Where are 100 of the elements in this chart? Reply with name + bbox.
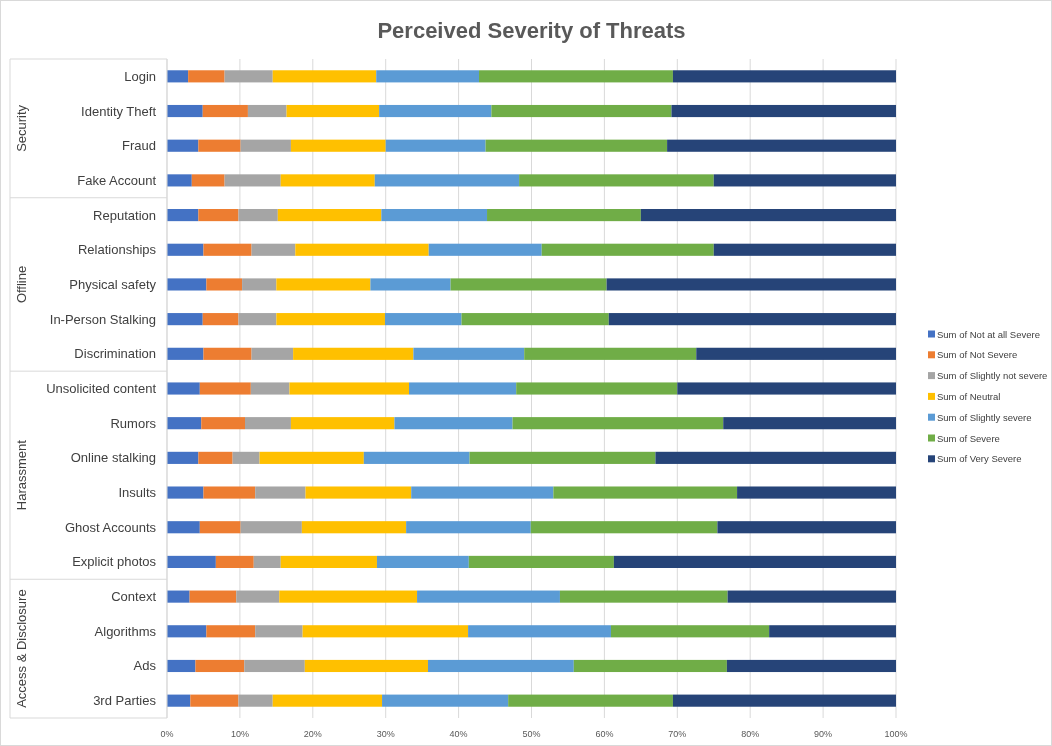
bar — [203, 243, 252, 256]
bar — [290, 139, 386, 152]
bar — [195, 659, 245, 673]
x-tick-label: 70% — [668, 729, 687, 739]
y-tick-label: Context — [111, 589, 157, 605]
y-tick-label: 3rd Parties — [93, 693, 157, 709]
bar — [427, 659, 574, 673]
bar — [411, 486, 554, 499]
bar — [199, 521, 241, 534]
bar — [428, 243, 542, 256]
bar — [272, 694, 383, 707]
x-tick-label: 40% — [449, 729, 468, 739]
x-tick-label: 100% — [884, 729, 908, 739]
bar — [190, 694, 239, 707]
bar — [167, 694, 191, 707]
x-tick-label: 30% — [376, 729, 395, 739]
bar — [238, 209, 278, 222]
bar — [468, 555, 614, 568]
bar — [245, 417, 291, 430]
bar — [247, 104, 287, 118]
bar — [487, 209, 641, 222]
bar — [726, 659, 896, 673]
bar — [203, 486, 256, 499]
x-tick-label: 10% — [230, 729, 249, 739]
bar — [606, 278, 896, 291]
bar — [203, 347, 252, 360]
y-tick-label: Physical safety — [69, 276, 157, 292]
bar — [167, 555, 216, 568]
bar — [713, 243, 896, 256]
bar — [413, 347, 525, 360]
bar — [191, 174, 225, 187]
bar — [677, 382, 896, 395]
bar — [613, 555, 896, 568]
bar — [374, 174, 520, 187]
bar — [530, 521, 718, 534]
bar — [671, 104, 896, 118]
legend-label: Sum of Slightly severe — [937, 411, 1032, 423]
bar — [253, 555, 281, 568]
bar — [295, 243, 429, 256]
bar — [376, 70, 480, 83]
bar — [238, 694, 273, 707]
bar — [238, 313, 277, 326]
legend-label: Sum of Not at all Severe — [937, 328, 1040, 340]
bar — [508, 694, 673, 707]
bar — [232, 451, 260, 464]
x-tick-label: 80% — [741, 729, 760, 739]
text: Harassment — [14, 439, 29, 511]
bar — [277, 209, 382, 222]
y-tick-label: Discrimination — [74, 346, 156, 362]
y-tick-label: Identity Theft — [81, 103, 157, 119]
bar — [370, 278, 451, 291]
bar — [251, 347, 294, 360]
legend-label: Sum of Not Severe — [937, 349, 1018, 361]
bar — [553, 486, 738, 499]
legend-label: Sum of Neutral — [937, 390, 1001, 402]
text: Security — [14, 104, 29, 152]
bar — [198, 451, 233, 464]
bar — [167, 521, 200, 534]
bar — [276, 278, 371, 291]
bar — [479, 70, 673, 83]
y-tick-label: Ghost Accounts — [64, 519, 157, 535]
bar — [167, 347, 204, 360]
legend-label: Sum of Slightly not severe — [937, 370, 1048, 382]
y-tick-label: Relationships — [77, 242, 157, 258]
bar — [406, 521, 531, 534]
bar — [286, 104, 380, 118]
bar — [255, 625, 303, 638]
bar — [199, 382, 251, 395]
bar — [167, 174, 192, 187]
x-tick-label: 60% — [595, 729, 614, 739]
bar — [167, 313, 203, 326]
bar — [167, 70, 189, 83]
y-tick-label: Rumors — [110, 415, 157, 431]
y-tick-label: Explicit photos — [72, 554, 157, 570]
bar — [519, 174, 714, 187]
bar — [376, 555, 469, 568]
bar — [206, 278, 243, 291]
chart-title: Perceived Severity of Threats — [377, 18, 686, 43]
bar — [167, 139, 199, 152]
bar — [250, 382, 290, 395]
bar — [167, 104, 203, 118]
bar — [240, 139, 291, 152]
y-tick-label: Login — [124, 68, 156, 84]
bar — [301, 521, 407, 534]
bar — [461, 313, 609, 326]
bar — [279, 590, 418, 603]
bar — [384, 313, 462, 326]
bar — [198, 139, 241, 152]
bar — [524, 347, 697, 360]
legend-label: Sum of Very Severe — [937, 453, 1022, 465]
bar — [242, 278, 277, 291]
bar — [469, 451, 656, 464]
x-tick-label: 50% — [522, 729, 541, 739]
y-tick-label: Insults — [118, 485, 157, 501]
bar — [202, 104, 248, 118]
bar — [167, 486, 204, 499]
bar — [667, 139, 896, 152]
bar — [672, 694, 896, 707]
bar — [655, 451, 896, 464]
bar — [215, 555, 254, 568]
